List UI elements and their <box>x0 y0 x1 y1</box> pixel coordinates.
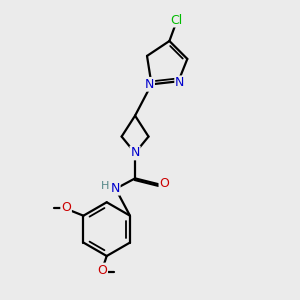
Text: H: H <box>101 182 110 191</box>
Text: N: N <box>145 78 154 91</box>
Text: O: O <box>61 201 71 214</box>
Text: N: N <box>175 76 184 89</box>
Text: N: N <box>130 146 140 160</box>
Text: O: O <box>97 263 107 277</box>
Text: N: N <box>110 182 120 195</box>
Text: Cl: Cl <box>170 14 183 27</box>
Text: O: O <box>159 177 169 190</box>
